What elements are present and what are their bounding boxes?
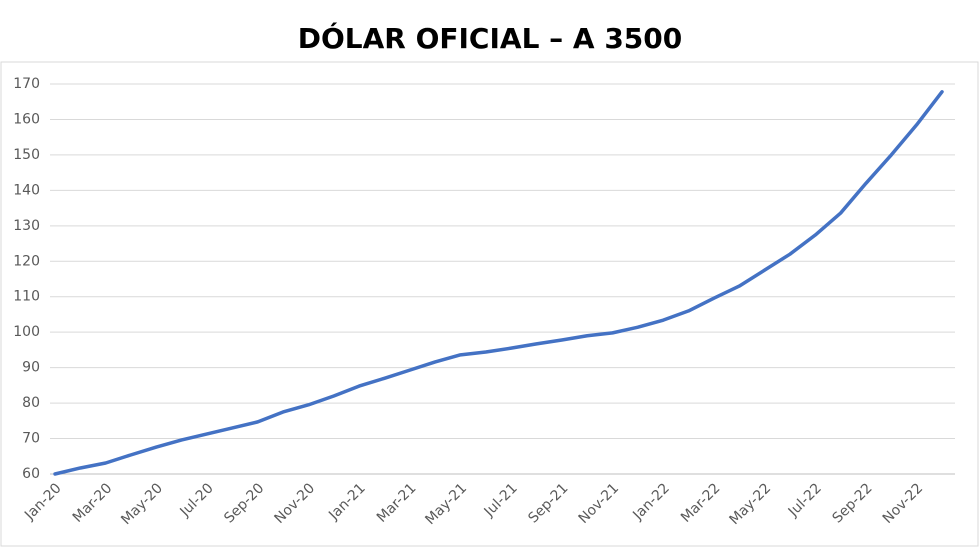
y-tick-label: 100: [13, 324, 40, 340]
y-tick-label: 110: [13, 289, 40, 305]
x-tick-label: Nov-20: [272, 480, 319, 527]
x-tick-label: Jul-21: [481, 480, 521, 520]
x-tick-label: Jan-21: [325, 480, 368, 523]
x-tick-label: Sep-22: [829, 480, 875, 526]
x-tick-label: Sep-21: [525, 480, 571, 526]
x-tick-label: Mar-21: [374, 480, 420, 526]
y-tick-label: 60: [22, 466, 40, 482]
x-tick-label: Jul-20: [177, 480, 217, 520]
x-tick-label: Sep-20: [221, 480, 267, 526]
x-tick-label: Nov-22: [880, 480, 927, 527]
y-tick-label: 70: [22, 431, 40, 447]
chart-frame: [0, 61, 979, 547]
x-tick-label: Mar-22: [678, 480, 724, 526]
x-tick-label: Jul-22: [785, 480, 825, 520]
y-tick-label: 170: [13, 76, 40, 92]
x-tick-label: Nov-21: [576, 480, 623, 527]
x-tick-label: Jan-20: [21, 480, 64, 523]
y-tick-label: 160: [13, 111, 40, 127]
x-tick-label: Jan-22: [629, 480, 672, 523]
y-tick-label: 120: [13, 253, 40, 269]
y-tick-label: 80: [22, 395, 40, 411]
y-tick-label: 130: [13, 218, 40, 234]
chart-title: DÓLAR OFICIAL – A 3500: [298, 21, 683, 55]
y-tick-label: 150: [13, 147, 40, 163]
x-tick-label: May-20: [118, 480, 166, 528]
x-tick-label: May-22: [726, 480, 774, 528]
data-line: [53, 90, 944, 476]
x-tick-label: Mar-20: [70, 480, 116, 526]
y-tick-label: 140: [13, 182, 40, 198]
x-tick-label: May-21: [422, 480, 470, 528]
y-tick-label: 90: [22, 360, 40, 376]
